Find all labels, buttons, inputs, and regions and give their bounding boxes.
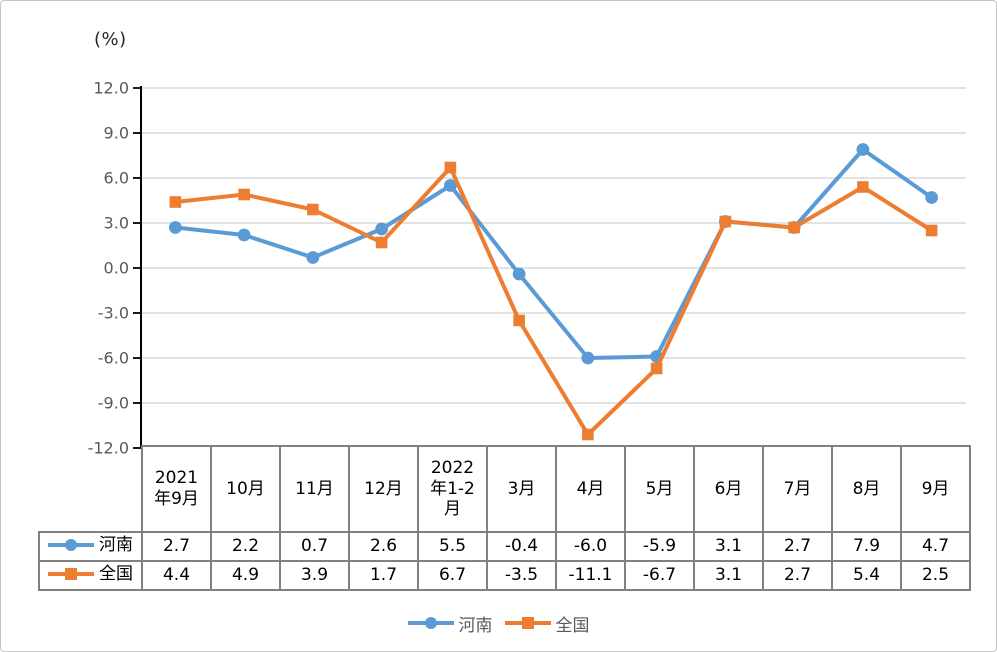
- series-line-河南: [173, 147, 934, 360]
- column-header: 8月: [831, 445, 902, 533]
- value-cell: 3.1: [693, 560, 764, 591]
- value-cell: 2.2: [210, 531, 281, 562]
- data-point-河南: [512, 267, 526, 281]
- value-cell: 2.7: [762, 560, 833, 591]
- legend-item-label: 河南: [458, 615, 493, 636]
- value-cell: 0.7: [279, 531, 350, 562]
- column-header: 11月: [279, 445, 350, 533]
- data-point-河南: [168, 221, 182, 234]
- value-cell: 5.5: [417, 531, 488, 562]
- table-corner-blank: [39, 446, 142, 532]
- value-cell: 6.7: [417, 560, 488, 591]
- column-header: 4月: [555, 445, 626, 533]
- value-cell: -6.7: [624, 560, 695, 591]
- legend-square-marker-icon: [48, 567, 94, 581]
- value-cell: 2.7: [141, 531, 212, 562]
- table-header-row: 2021 年9月 10月 11月 12月 2022 年1-2 月 3月 4月 5月 6月 7月 8月…: [39, 445, 971, 533]
- value-cell: -5.9: [624, 531, 695, 562]
- legend-item-全国: 全国: [504, 611, 590, 636]
- data-point-河南: [925, 191, 939, 204]
- value-cell: 3.1: [693, 531, 764, 562]
- value-cell: -3.5: [486, 560, 557, 591]
- data-point-河南: [375, 222, 389, 236]
- data-point-全国: [788, 221, 800, 234]
- row-legend-河南: 河南: [38, 531, 143, 562]
- legend-circle-marker-icon: [407, 616, 454, 630]
- y-tick-label: 12.0: [93, 79, 129, 98]
- value-cell: 4.9: [210, 560, 281, 591]
- value-cell: 2.7: [762, 531, 833, 562]
- value-cell: -11.1: [555, 560, 626, 591]
- value-cell: -0.4: [486, 531, 557, 562]
- y-tick-label: 3.0: [104, 214, 129, 233]
- y-tick-label: -3.0: [98, 304, 129, 323]
- data-point-河南: [856, 143, 870, 156]
- data-point-全国: [857, 181, 869, 193]
- legend-item-河南: 河南: [407, 611, 493, 636]
- data-point-全国: [719, 215, 732, 228]
- y-tick-label: -6.0: [98, 349, 129, 368]
- y-tick-label: 9.0: [104, 124, 129, 143]
- value-cell: 2.5: [900, 560, 971, 591]
- table-row: 全国 4.4 4.9 3.9 1.7 6.7 -3.5 -11.1 -6.7 3.1 2.7 5.4 2…: [38, 560, 971, 591]
- series-line-全国: [173, 165, 934, 437]
- column-header: 12月: [348, 445, 419, 533]
- data-point-全国: [582, 428, 594, 441]
- data-point-河南: [237, 228, 251, 242]
- legend-item-label: 全国: [555, 615, 590, 636]
- value-cell: 4.7: [900, 531, 971, 562]
- value-cell: 2.6: [348, 531, 419, 562]
- column-header: 2022 年1-2 月: [417, 445, 488, 533]
- y-tick-label: 6.0: [104, 169, 129, 188]
- value-cell: -6.0: [555, 531, 626, 562]
- value-cell: 5.4: [831, 560, 902, 591]
- y-tick-label: 0.0: [104, 259, 129, 278]
- column-header: 3月: [486, 445, 557, 533]
- data-point-全国: [169, 196, 182, 208]
- legend-square-marker-icon: [504, 616, 551, 630]
- data-point-河南: [581, 351, 595, 365]
- data-point-全国: [307, 203, 319, 216]
- row-legend-全国: 全国: [38, 560, 143, 591]
- legend-circle-marker-icon: [48, 538, 94, 552]
- data-point-全国: [925, 224, 938, 237]
- y-tick-label: -9.0: [98, 394, 129, 413]
- column-header: 7月: [762, 445, 833, 533]
- column-header: 5月: [624, 445, 695, 533]
- data-point-全国: [375, 236, 388, 249]
- column-header: 6月: [693, 445, 764, 533]
- data-point-全国: [444, 161, 457, 174]
- value-cell: 3.9: [279, 560, 350, 591]
- data-point-河南: [443, 179, 457, 192]
- table-row: 河南 2.7 2.2 0.7 2.6 5.5 -0.4 -6.0 -5.9 3.1 2.7 7.9 4.…: [38, 531, 971, 562]
- data-point-河南: [306, 251, 320, 264]
- data-point-全国: [513, 314, 525, 327]
- value-cell: 1.7: [348, 560, 419, 591]
- value-cell: 7.9: [831, 531, 902, 562]
- data-table: 2021 年9月 10月 11月 12月 2022 年1-2 月 3月 4月 5月 6月 7月 8月…: [38, 445, 971, 591]
- chart-legend: 河南 全国: [1, 608, 996, 638]
- series-name-label: 河南: [99, 534, 133, 555]
- value-cell: 4.4: [141, 560, 212, 591]
- data-point-全国: [238, 188, 250, 201]
- y-axis-unit-label: (%): [94, 29, 127, 50]
- column-header: 10月: [210, 445, 281, 533]
- column-header: 2021 年9月: [141, 445, 212, 533]
- data-point-全国: [650, 362, 663, 375]
- column-header: 9月: [900, 445, 971, 533]
- y-tick-label: -12.0: [88, 439, 129, 458]
- series-name-label: 全国: [99, 563, 133, 584]
